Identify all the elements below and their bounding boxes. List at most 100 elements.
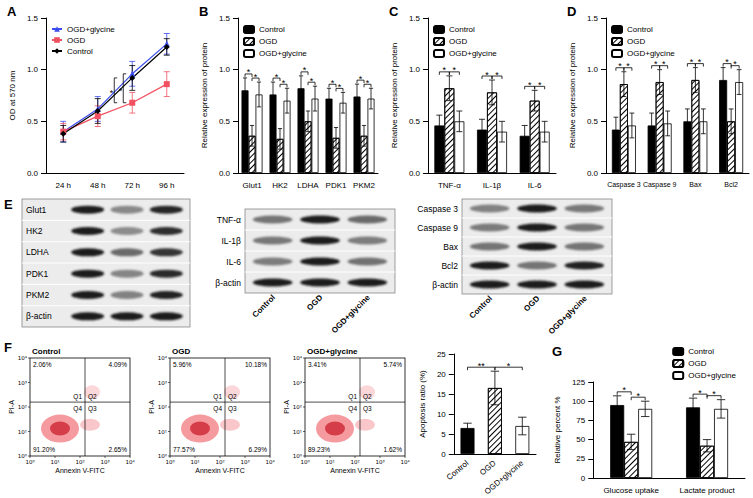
svg-text:OGD+glycine: OGD+glycine <box>547 294 589 336</box>
svg-text:0.5: 0.5 <box>409 117 421 126</box>
svg-text:IL-6: IL-6 <box>226 257 241 267</box>
svg-text:A: A <box>7 4 17 19</box>
svg-text:0.0: 0.0 <box>587 169 599 178</box>
svg-text:72 h: 72 h <box>124 181 140 190</box>
svg-text:*: * <box>725 57 729 67</box>
svg-text:10³: 10³ <box>293 380 302 386</box>
svg-text:Caspase 9: Caspase 9 <box>417 223 458 233</box>
svg-text:LDHA: LDHA <box>26 247 49 257</box>
svg-text:Q3: Q3 <box>363 405 372 413</box>
svg-text:OGD: OGD <box>522 294 541 313</box>
svg-text:PKM2: PKM2 <box>26 290 49 300</box>
svg-text:0.0: 0.0 <box>27 169 39 178</box>
svg-text:*: * <box>538 80 542 90</box>
svg-text:*: * <box>310 76 314 86</box>
svg-text:OGD+glycine: OGD+glycine <box>67 25 115 34</box>
svg-text:20: 20 <box>437 370 446 379</box>
svg-text:β-actin: β-actin <box>432 280 458 290</box>
svg-text:Q2: Q2 <box>228 393 237 401</box>
svg-text:*: * <box>453 65 457 75</box>
svg-text:Q2: Q2 <box>88 393 97 401</box>
svg-text:10³: 10³ <box>18 380 27 386</box>
svg-text:*: * <box>282 78 286 88</box>
svg-text:Bax: Bax <box>689 181 702 188</box>
svg-text:*: * <box>485 70 489 80</box>
svg-text:OGD: OGD <box>688 359 706 368</box>
svg-text:10¹: 10¹ <box>158 429 167 435</box>
svg-text:Bcl2: Bcl2 <box>724 181 738 188</box>
svg-text:10³: 10³ <box>240 459 249 465</box>
svg-text:Glut1: Glut1 <box>26 205 47 215</box>
svg-text:89.23%: 89.23% <box>308 446 330 453</box>
svg-text:25: 25 <box>576 454 585 463</box>
svg-text:15: 15 <box>437 390 446 399</box>
svg-text:10²: 10² <box>293 404 302 410</box>
svg-text:Annexin V-FITC: Annexin V-FITC <box>330 467 379 474</box>
svg-text:Q1: Q1 <box>348 393 357 401</box>
svg-text:Control: Control <box>259 25 285 34</box>
svg-text:*: * <box>366 78 370 88</box>
svg-text:*: * <box>622 385 626 395</box>
svg-text:10⁰: 10⁰ <box>293 453 303 459</box>
svg-text:OGD+glycine: OGD+glycine <box>259 49 307 58</box>
svg-text:10: 10 <box>437 410 446 419</box>
svg-text:IL-1β: IL-1β <box>221 236 241 246</box>
svg-text:1.5: 1.5 <box>587 14 599 23</box>
svg-text:TNF-α: TNF-α <box>217 215 241 225</box>
svg-text:*: * <box>275 72 279 82</box>
svg-text:β-actin: β-actin <box>215 278 241 288</box>
svg-text:Relative expression of protein: Relative expression of protein <box>200 43 209 148</box>
svg-text:IL-6: IL-6 <box>528 181 542 190</box>
svg-text:10⁴: 10⁴ <box>18 355 28 361</box>
svg-text:10⁰: 10⁰ <box>25 459 35 465</box>
svg-text:Control: Control <box>32 347 60 356</box>
svg-text:*: * <box>698 57 702 67</box>
svg-text:OGD+glycine: OGD+glycine <box>483 458 526 496</box>
svg-text:*: * <box>626 61 630 71</box>
svg-text:77.57%: 77.57% <box>173 446 195 453</box>
svg-text:OGD: OGD <box>259 37 277 46</box>
svg-text:1.5: 1.5 <box>27 14 39 23</box>
svg-text:*: * <box>254 72 258 82</box>
svg-text:6.29%: 6.29% <box>249 446 268 453</box>
svg-text:10¹: 10¹ <box>293 429 302 435</box>
svg-text:10²: 10² <box>75 459 84 465</box>
svg-text:*: * <box>119 86 123 96</box>
svg-text:Lactate product: Lactate product <box>679 486 735 495</box>
svg-text:*: * <box>636 391 640 401</box>
svg-text:Apoptosis ratio (%): Apoptosis ratio (%) <box>418 370 427 438</box>
svg-text:3.41%: 3.41% <box>308 361 327 368</box>
svg-text:0.0: 0.0 <box>409 169 421 178</box>
svg-text:Control: Control <box>627 25 653 34</box>
svg-text:OGD+glycine: OGD+glycine <box>627 49 675 58</box>
svg-text:Control: Control <box>688 347 714 356</box>
svg-text:2.65%: 2.65% <box>109 446 128 453</box>
svg-text:10⁰: 10⁰ <box>18 453 28 459</box>
svg-text:125: 125 <box>572 378 586 387</box>
svg-text:PI-A: PI-A <box>8 400 15 414</box>
svg-text:25: 25 <box>437 350 446 359</box>
svg-text:*: * <box>690 57 694 67</box>
svg-text:10⁴: 10⁴ <box>158 355 168 361</box>
svg-text:91.20%: 91.20% <box>33 446 55 453</box>
svg-text:Glut1: Glut1 <box>242 181 262 190</box>
svg-text:*: * <box>712 389 716 399</box>
svg-text:Q3: Q3 <box>88 405 97 413</box>
svg-text:*: * <box>110 88 114 98</box>
svg-text:E: E <box>4 197 13 212</box>
svg-text:OGD: OGD <box>305 293 324 312</box>
svg-text:Annexin V-FITC: Annexin V-FITC <box>195 467 244 474</box>
svg-text:Bax: Bax <box>443 242 458 252</box>
svg-text:Annexin V-FITC: Annexin V-FITC <box>55 467 104 474</box>
svg-text:Q4: Q4 <box>213 405 222 413</box>
svg-text:10¹: 10¹ <box>50 459 59 465</box>
svg-text:10³: 10³ <box>158 380 167 386</box>
svg-text:*: * <box>733 59 737 69</box>
svg-text:5.74%: 5.74% <box>384 361 403 368</box>
svg-text:1.0: 1.0 <box>587 65 599 74</box>
svg-text:5.96%: 5.96% <box>173 361 192 368</box>
svg-text:G: G <box>552 344 562 359</box>
svg-text:OGD: OGD <box>478 458 498 477</box>
svg-text:*: * <box>507 361 511 371</box>
svg-text:OGD+glycine: OGD+glycine <box>330 293 372 335</box>
